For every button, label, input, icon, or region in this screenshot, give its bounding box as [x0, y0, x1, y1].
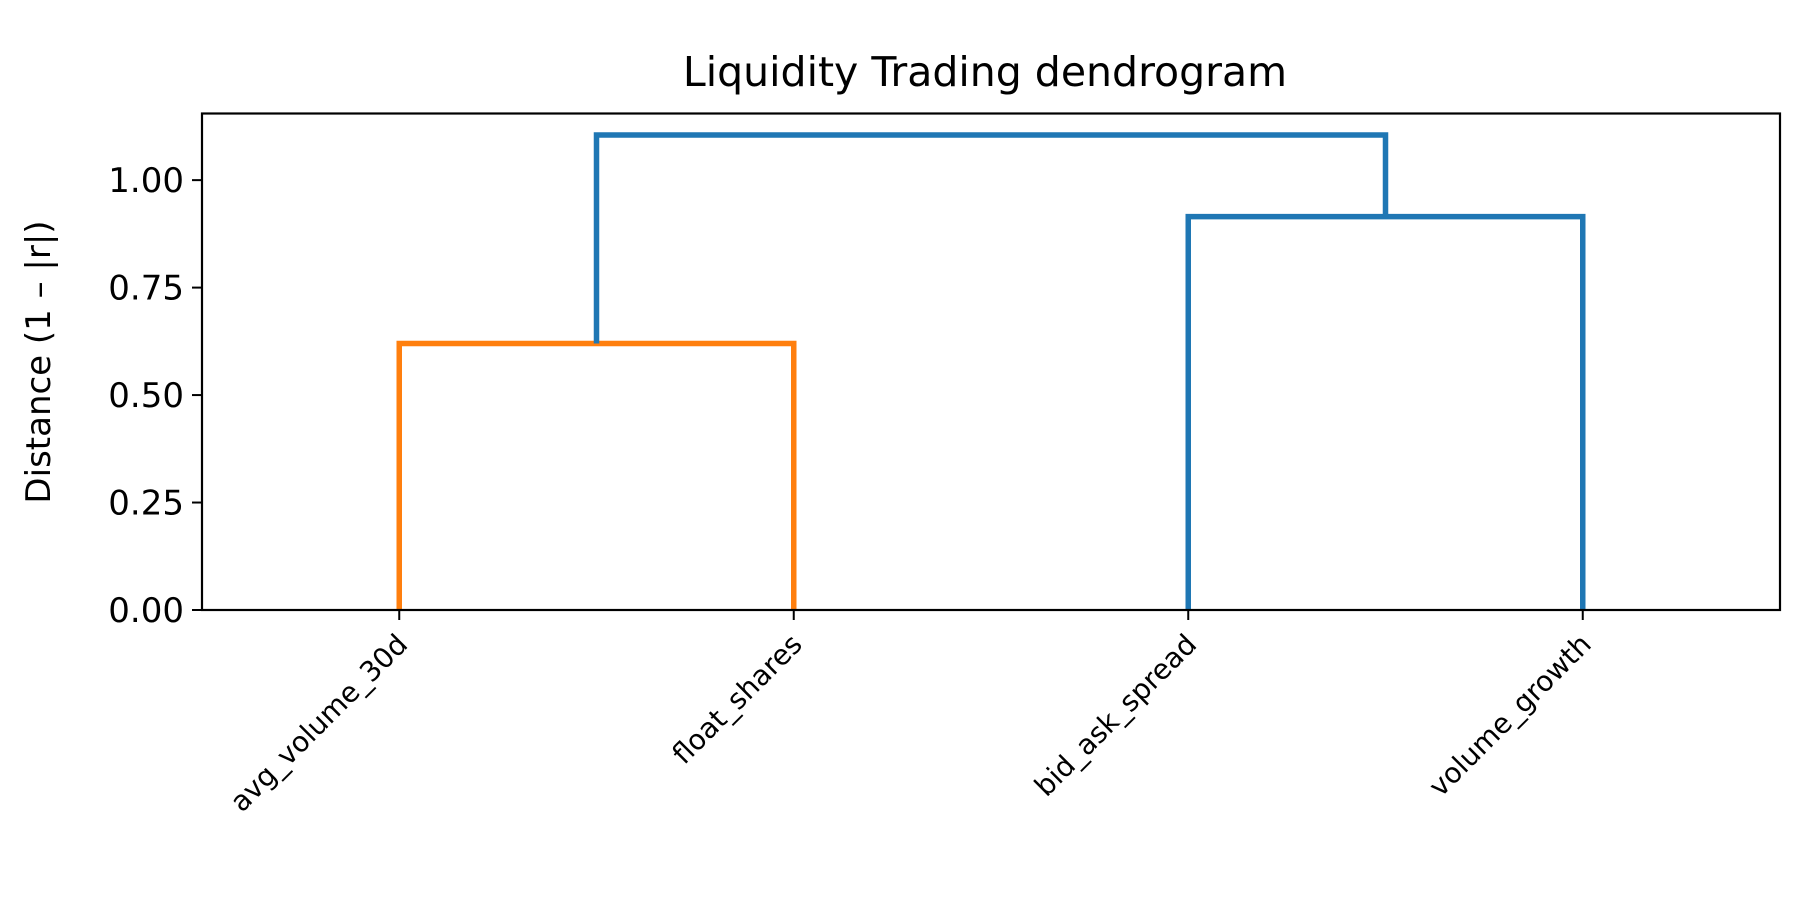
x-axis-ticks: avg_volume_30d float_shares bid_ask_spread… — [224, 610, 1598, 818]
y-tick-label: 0.00 — [108, 591, 184, 631]
dendrogram-links — [396, 132, 1586, 610]
dendrogram-link-3 — [593, 132, 1389, 344]
y-axis-ticks: 0.00 0.25 0.50 0.75 1.00 — [108, 161, 202, 631]
x-tick-label: bid_ask_spread — [1028, 628, 1203, 803]
x-tick-label: avg_volume_30d — [224, 628, 415, 819]
x-tick-label: volume_growth — [1422, 628, 1597, 803]
x-tick-label: float_shares — [666, 628, 809, 771]
y-tick-label: 1.00 — [108, 161, 184, 201]
y-tick-label: 0.25 — [108, 484, 184, 524]
y-tick-label: 0.75 — [108, 269, 184, 309]
dendrogram-link-1 — [396, 340, 797, 610]
y-axis-label: Distance (1 – |r|) — [19, 220, 59, 503]
y-tick-label: 0.50 — [108, 376, 184, 416]
chart-title: Liquidity Trading dendrogram — [683, 48, 1287, 96]
plot-frame — [200, 112, 1782, 612]
dendrogram-link-2 — [1185, 213, 1586, 610]
